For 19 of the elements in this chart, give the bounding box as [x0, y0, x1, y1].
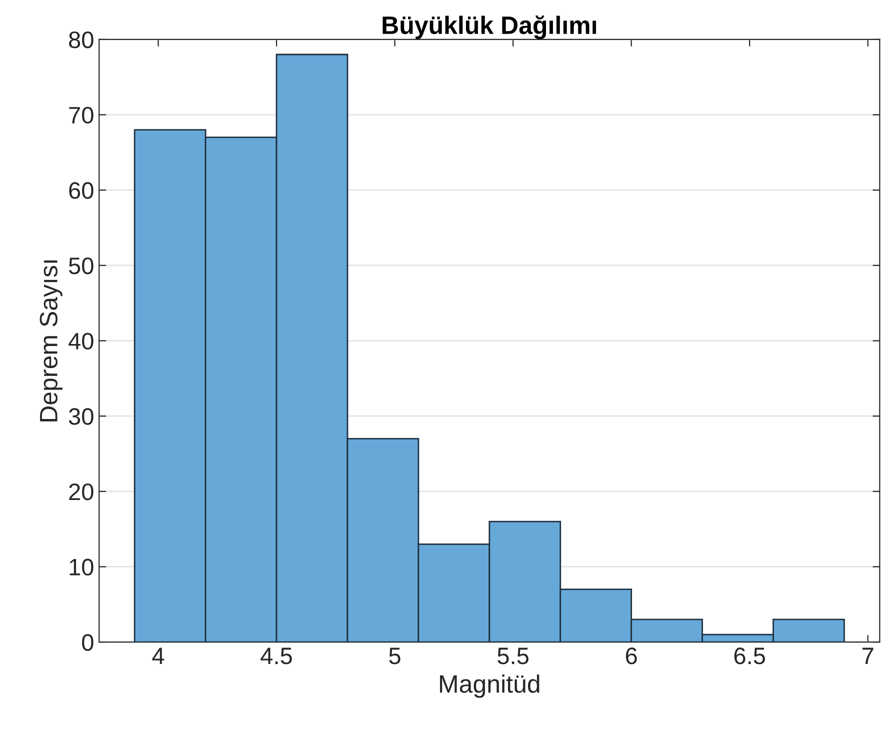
- x-tick-label: 4: [152, 648, 164, 664]
- x-axis-title: Magnitüd: [440, 674, 540, 698]
- y-tick-label: 50: [68, 257, 94, 274]
- y-tick-label: 80: [69, 32, 94, 48]
- x-tick-label: 5: [389, 648, 400, 664]
- y-tick-label: 10: [70, 558, 94, 576]
- x-tick-label: 4.5: [260, 648, 292, 664]
- y-axis-title: Deprem Sayısı: [40, 260, 62, 422]
- x-tick-label: 6: [626, 648, 637, 664]
- y-tick-label: 70: [69, 106, 94, 124]
- x-tick-label: 6.5: [734, 648, 766, 664]
- y-tick-label: 30: [68, 408, 94, 425]
- chart-title: Büyüklük Dağılımı: [382, 15, 596, 40]
- y-tick-label: 0: [82, 634, 94, 651]
- y-tick-label: 60: [69, 182, 94, 199]
- x-tick-label: 7: [862, 648, 874, 664]
- y-tick-label: 20: [69, 483, 94, 500]
- y-tick-label: 40: [68, 332, 94, 350]
- x-tick-label: 5.5: [498, 648, 528, 664]
